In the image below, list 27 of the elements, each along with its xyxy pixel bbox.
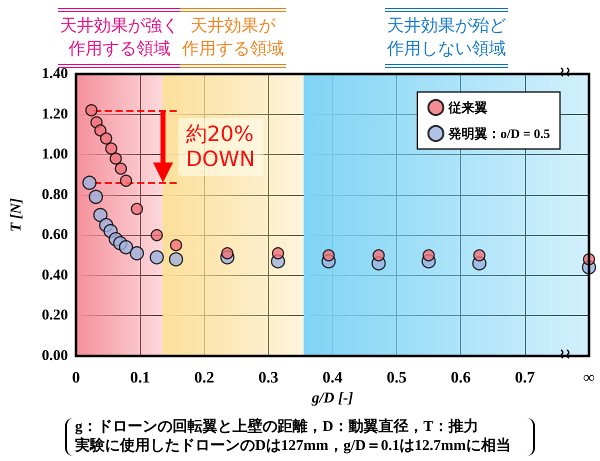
band-label: 天井効果が殆ど作用しない領域 [384,8,508,68]
y-tick-label: 0.00 [42,348,68,364]
legend-label: 従来翼 [447,100,488,115]
x-tick-label: 0.5 [386,370,407,386]
x-axis-title: g/D [-] [310,390,354,406]
x-tick-label: 0.1 [130,370,150,386]
x-tick-label: ∞ [583,370,595,386]
band-label: 天井効果が作用する領域 [180,8,286,68]
x-tick-label: 0.4 [322,370,342,386]
y-axis-title: T [N] [8,198,24,232]
annotation: 約20% DOWN [178,118,264,176]
text: g：ドローンの回転翼と上壁の距離，D：動翼直径，T：推力 [75,418,480,437]
x-tick-label: 0.3 [258,370,278,386]
x-tick-label: 0 [72,370,80,386]
x-tick-label: 0.7 [514,370,535,386]
x-tick-label: 0.6 [450,370,471,386]
x-tick-label: 0.2 [194,370,214,386]
band-label: 天井効果が強く作用する領域 [60,16,179,59]
y-tick-label: 1.20 [42,106,68,122]
y-tick-label: 1.00 [42,146,68,163]
text: 実験に使用したドローンのDは127mm，g/D＝0.1は12.7mmに相当 [75,437,512,456]
y-tick-label: 1.40 [42,66,68,82]
y-tick-label: 0.20 [42,308,68,324]
y-tick-label: 0.60 [42,227,68,244]
y-tick-label: 0.40 [42,267,68,284]
y-tick-label: 0.80 [42,186,68,203]
legend-label: 発明翼：o/D = 0.5 [447,126,550,141]
